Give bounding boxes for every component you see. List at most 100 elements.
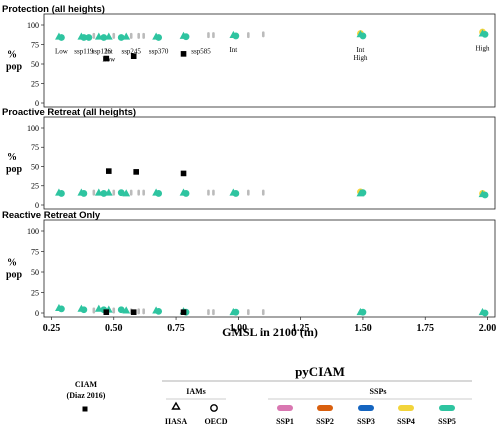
scenario-annotation: ssp245	[121, 47, 141, 55]
pyciam-point-iiasa	[122, 189, 131, 197]
pyciam-point-iiasa	[104, 32, 113, 40]
pyciam-point-oecd	[359, 189, 367, 197]
scenario-annotation: ssp119	[74, 47, 94, 55]
grey-point	[112, 32, 116, 39]
legend: CIAM (Diaz 2016) pyCIAM IAMs IIASA OECD …	[67, 364, 472, 426]
pyciam-point-oecd	[481, 30, 489, 38]
panel-title: Proactive Retreat (all heights)	[2, 107, 136, 118]
scenario-annotation: Int	[229, 46, 237, 54]
y-tick-label: 50	[31, 268, 39, 277]
grey-point	[142, 189, 145, 196]
y-tick-label: 75	[31, 143, 39, 152]
pyciam-point-iiasa	[122, 32, 131, 40]
panel-frame	[43, 219, 496, 318]
legend-ssp-label: SSP2	[316, 417, 334, 426]
ciam-point	[103, 55, 110, 62]
pyciam-point-iiasa	[104, 188, 113, 196]
pyciam-point-oecd	[117, 34, 125, 41]
pyciam-point-oecd	[359, 32, 367, 40]
scenario-annotation: Low	[55, 47, 69, 55]
panel-frame	[43, 13, 496, 108]
scenario-annotation: ssp585	[191, 47, 211, 55]
x-tick-label: 0.75	[167, 323, 185, 334]
y-tick-label: 100	[27, 124, 39, 133]
ciam-point	[133, 169, 139, 175]
grey-point	[212, 309, 215, 316]
ciam-point	[130, 53, 137, 59]
legend-iiasa-label: IIASA	[165, 417, 187, 426]
x-tick-label: 1.25	[292, 323, 310, 334]
legend-ssp-label: SSP4	[397, 417, 415, 426]
y-tick-label: 100	[27, 227, 39, 236]
grey-point	[247, 189, 250, 196]
grey-point	[212, 32, 215, 39]
pyciam-point-oecd	[58, 190, 65, 197]
x-tick-label: 2.00	[479, 323, 497, 334]
y-tick-label: 25	[31, 288, 39, 297]
scenario-annotation: ssp126	[92, 47, 112, 55]
y-axis-label-line1: %	[7, 258, 17, 269]
legend-oecd-marker	[210, 404, 218, 412]
legend-ssp-label: SSP1	[276, 417, 294, 426]
legend-ssp-swatch	[439, 405, 455, 411]
y-axis-label-line1: %	[7, 50, 17, 61]
pyciam-point-iiasa	[122, 306, 131, 314]
pyciam-point-oecd	[100, 190, 108, 197]
grey-point	[92, 307, 96, 314]
y-tick-label: 75	[31, 40, 39, 49]
x-axis: 0.25 0.50 0.75 1.00 1.25 1.50 1.75 2.00	[43, 317, 497, 334]
grey-point	[129, 189, 133, 196]
pyciam-point-oecd	[100, 34, 108, 41]
y-axis-label-line2: pop	[6, 62, 23, 73]
grey-point	[129, 32, 133, 39]
pyciam-point-oecd	[80, 306, 88, 314]
pyciam-point-oecd	[58, 305, 65, 313]
grey-point	[142, 32, 145, 39]
pyciam-point-oecd	[182, 190, 190, 197]
pyciam-point-oecd	[80, 190, 88, 197]
grey-point	[207, 189, 210, 196]
legend-ssp-swatch	[358, 405, 374, 411]
grey-point	[137, 189, 140, 196]
ciam-point	[180, 309, 187, 315]
ciam-point	[103, 309, 110, 315]
legend-ciam-title-line2: (Diaz 2016)	[67, 391, 106, 400]
panel-2: Proactive Retreat (all heights) 0 25 50 75 10…	[2, 107, 496, 210]
ciam-point	[180, 51, 187, 57]
y-tick-label: 25	[31, 79, 39, 88]
grey-point	[261, 309, 265, 316]
legend-ssp-label: SSP3	[357, 417, 375, 426]
grey-point	[247, 32, 250, 39]
ciam-point	[180, 170, 187, 177]
grey-point	[92, 189, 96, 196]
y-tick-label: 0	[35, 309, 39, 318]
grey-point	[92, 32, 96, 39]
pyciam-point-oecd	[85, 34, 93, 41]
y-axis-label-line2: pop	[6, 270, 23, 281]
panel-3: Reactive Retreat Only 0 25 50 75 100%pop	[2, 210, 496, 318]
pyciam-point-oecd	[232, 308, 240, 316]
grey-point	[207, 309, 210, 316]
ciam-point	[130, 309, 137, 315]
legend-oecd-label: OECD	[204, 417, 227, 426]
legend-ssp-swatch	[317, 405, 333, 411]
grey-point	[261, 31, 265, 38]
y-tick-label: 100	[27, 21, 39, 30]
pyciam-point-oecd	[232, 190, 240, 197]
pyciam-point-oecd	[155, 307, 163, 315]
x-tick-label: 0.50	[105, 323, 123, 334]
x-tick-label: 0.25	[43, 323, 61, 334]
pyciam-point-oecd	[232, 32, 240, 40]
y-axis-label-line1: %	[7, 152, 17, 163]
legend-pyciam-title: pyCIAM	[295, 364, 345, 379]
legend-iams-title: IAMs	[186, 387, 206, 396]
grey-point	[137, 32, 140, 39]
y-tick-label: 0	[35, 99, 39, 108]
pyciam-point-oecd	[155, 34, 163, 41]
legend-ssp-swatch	[398, 405, 414, 411]
pyciam-point-oecd	[182, 33, 190, 41]
panel-title: Reactive Retreat Only	[2, 210, 101, 221]
grey-point	[261, 189, 265, 196]
scenario-annotation: Int	[357, 46, 365, 54]
